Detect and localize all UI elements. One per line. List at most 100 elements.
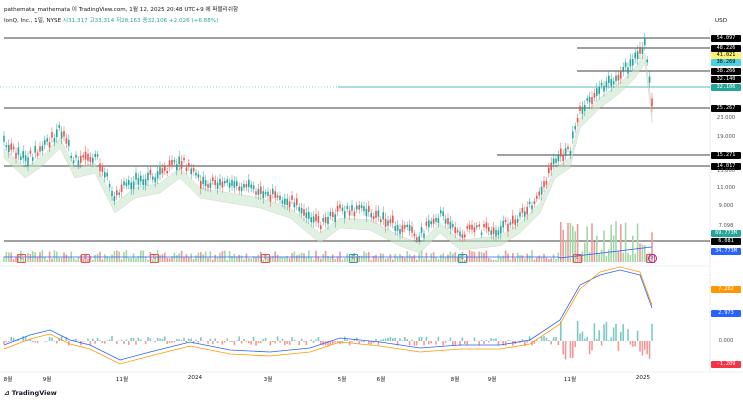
- volume-bar: [524, 258, 526, 262]
- candle-body: [183, 157, 185, 161]
- volume-bar: [444, 256, 447, 262]
- candle-body: [116, 190, 118, 196]
- macd-histogram-bar: [12, 337, 15, 341]
- earnings-marker[interactable]: E: [458, 254, 467, 263]
- candle-body: [264, 192, 267, 195]
- candle-body: [339, 204, 341, 209]
- volume-bar: [276, 254, 279, 262]
- candle-body: [512, 215, 514, 224]
- volume-bar: [476, 256, 478, 262]
- volume-bar: [468, 250, 471, 262]
- volume-bar: [430, 253, 432, 262]
- candle-body: [401, 225, 404, 233]
- volume-bar: [358, 255, 360, 262]
- macd-histogram-bar: [3, 341, 5, 345]
- macd-histogram-bar: [149, 338, 152, 341]
- volume-bar: [264, 254, 267, 262]
- macd-histogram-bar: [454, 341, 456, 346]
- volume-bar: [298, 254, 300, 262]
- candle-body: [308, 211, 310, 219]
- macd-histogram-bar: [332, 341, 334, 344]
- candle-body: [147, 172, 149, 181]
- candle-body: [576, 117, 579, 123]
- macd-histogram-bar: [608, 340, 610, 341]
- symbol-name[interactable]: IonQ, Inc., 1일, NYSE: [4, 18, 62, 24]
- volume-bar: [416, 259, 418, 262]
- macd-histogram-bar: [509, 340, 512, 341]
- volume-bar: [404, 257, 406, 262]
- lightning-icon[interactable]: ⚡: [648, 254, 657, 263]
- symbol-info: IonQ, Inc., 1일, NYSE 시31,317 고33,314 저28…: [4, 16, 218, 24]
- volume-bar: [12, 259, 15, 262]
- candle-body: [12, 146, 15, 150]
- candle-body: [219, 178, 221, 186]
- candle-body: [322, 218, 324, 222]
- volume-bar: [572, 225, 574, 262]
- macd-histogram-bar: [195, 339, 197, 341]
- candle-body: [272, 188, 274, 195]
- volume-bar: [322, 254, 324, 262]
- candle-body: [617, 74, 620, 81]
- volume-bar: [408, 254, 411, 262]
- macd-histogram-bar: [272, 341, 274, 342]
- candle-body: [622, 66, 624, 73]
- volume-bar: [303, 253, 305, 262]
- candle-body: [41, 145, 44, 152]
- earnings-marker[interactable]: E: [573, 254, 582, 263]
- macd-histogram-bar: [190, 338, 192, 341]
- price-tag: 38.266: [711, 68, 741, 75]
- macd-histogram-bar: [284, 341, 286, 346]
- macd-histogram-bar: [94, 341, 96, 344]
- volume-bar: [545, 257, 548, 262]
- volume-bar: [437, 258, 440, 262]
- macd-histogram-bar: [495, 338, 497, 341]
- candle-body: [214, 179, 216, 186]
- macd-histogram-bar: [584, 338, 586, 341]
- macd-histogram-bar: [574, 341, 576, 347]
- earnings-marker[interactable]: E: [349, 254, 358, 263]
- candle-body: [216, 182, 219, 189]
- candle-body: [562, 154, 564, 161]
- candle-body: [44, 140, 46, 145]
- volume-bar: [132, 253, 135, 262]
- volume-bar: [567, 222, 569, 262]
- volume-bar: [195, 255, 197, 262]
- volume-bar: [603, 230, 605, 262]
- candle-body: [574, 126, 576, 130]
- macd-histogram-bar: [478, 341, 480, 346]
- earnings-marker[interactable]: E: [261, 254, 270, 263]
- candle-body: [75, 154, 77, 158]
- macd-histogram-bar: [274, 341, 276, 344]
- macd-histogram-bar: [312, 341, 315, 344]
- volume-bar: [171, 256, 173, 262]
- volume-bar: [44, 256, 46, 262]
- tradingview-logo[interactable]: ⊿ TradingView: [4, 389, 57, 397]
- earnings-marker[interactable]: E: [150, 254, 159, 263]
- macd-histogram-bar: [411, 339, 413, 341]
- volume-bar: [46, 259, 48, 262]
- price-tag: 32.140: [711, 76, 741, 83]
- candle-body: [320, 225, 322, 230]
- macd-histogram-bar: [293, 339, 296, 341]
- earnings-marker[interactable]: E: [81, 254, 90, 263]
- macd-histogram-bar: [502, 341, 504, 346]
- volume-bar: [598, 253, 600, 262]
- price-tag: 15.271: [711, 152, 741, 159]
- candle-body: [34, 145, 36, 153]
- macd-histogram-bar: [8, 341, 10, 342]
- volume-bar: [456, 257, 459, 262]
- macd-histogram-bar: [591, 341, 593, 351]
- volume-bar: [560, 221, 562, 262]
- macd-histogram-bar: [459, 341, 461, 346]
- candle-body: [428, 220, 430, 228]
- candle-body: [288, 201, 291, 208]
- volume-bar: [344, 258, 346, 262]
- candle-body: [471, 224, 473, 230]
- candle-body: [329, 212, 332, 216]
- candle-body: [212, 177, 214, 182]
- macd-histogram-bar: [550, 341, 552, 345]
- earnings-marker[interactable]: E: [17, 254, 26, 263]
- candle-body: [641, 47, 644, 54]
- macd-histogram-bar: [116, 341, 118, 344]
